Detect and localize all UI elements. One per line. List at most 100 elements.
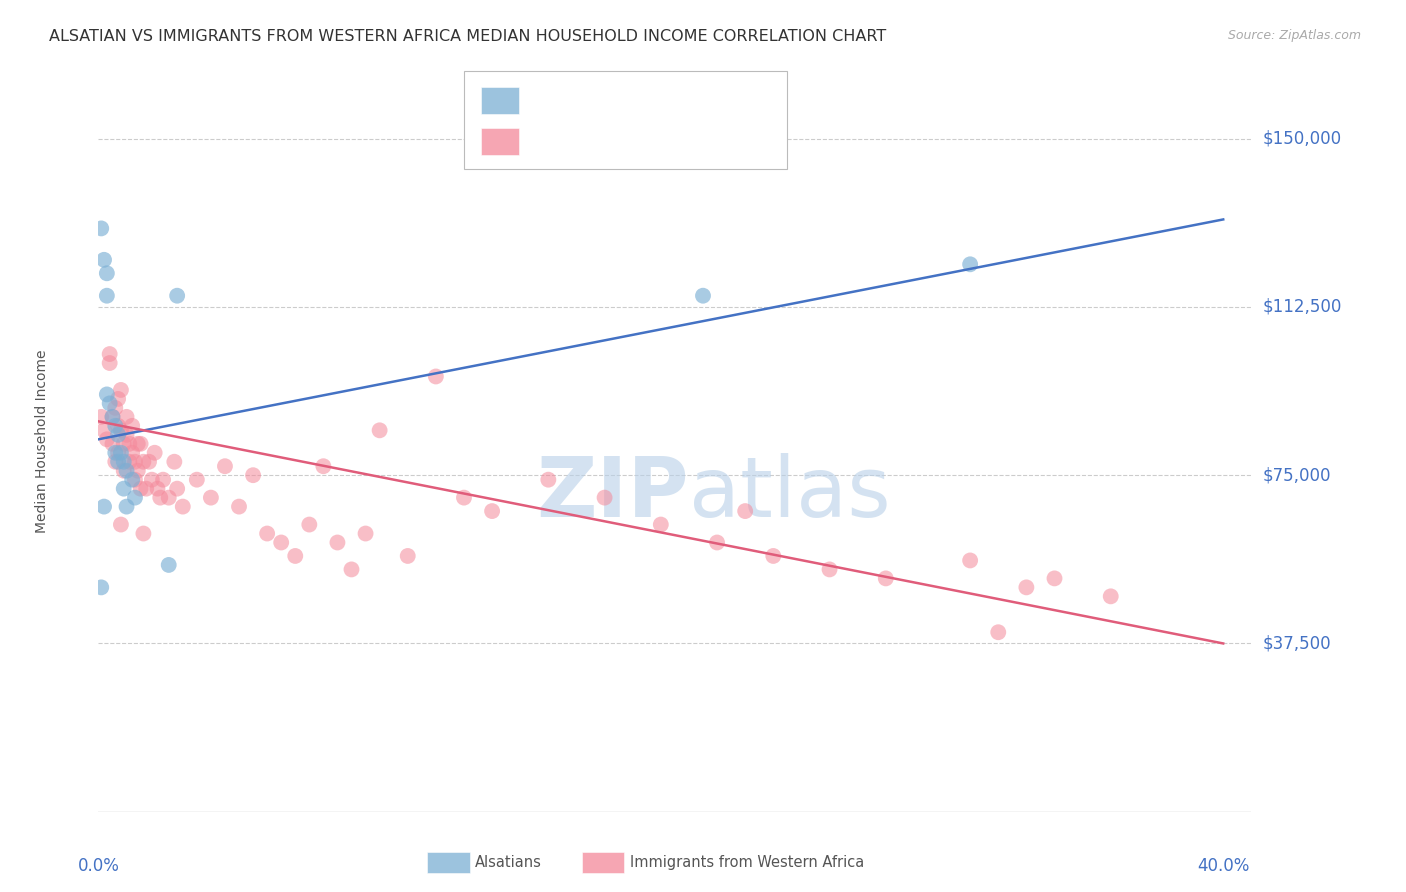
Point: [112, 482, 135, 496]
Point: [124, 473, 146, 487]
Point: [326, 535, 349, 549]
Point: [90, 580, 112, 594]
Text: 40.0%: 40.0%: [1197, 856, 1250, 874]
Point: [101, 437, 124, 451]
Text: Alsatians: Alsatians: [475, 855, 543, 870]
Point: [146, 482, 169, 496]
Point: [959, 257, 981, 271]
Text: 0.302: 0.302: [565, 89, 613, 104]
Text: -0.426: -0.426: [565, 129, 620, 145]
Point: [593, 491, 616, 505]
Point: [98, 356, 121, 370]
Point: [127, 464, 149, 478]
Point: [101, 409, 124, 424]
Point: [186, 473, 208, 487]
Point: [121, 473, 143, 487]
Point: [127, 437, 149, 451]
Point: [166, 289, 188, 303]
Text: Source: ZipAtlas.com: Source: ZipAtlas.com: [1227, 29, 1361, 42]
Point: [129, 482, 152, 496]
Point: [104, 401, 127, 415]
Point: [284, 549, 307, 563]
Point: [875, 571, 897, 585]
Point: [93, 423, 115, 437]
Point: [152, 473, 174, 487]
Point: [312, 459, 335, 474]
Point: [121, 418, 143, 433]
Point: [104, 418, 127, 433]
Text: $37,500: $37,500: [1263, 634, 1331, 652]
Point: [96, 387, 118, 401]
Point: [115, 427, 138, 442]
Point: [110, 517, 132, 532]
Point: [93, 500, 115, 514]
Point: [166, 482, 188, 496]
Point: [959, 553, 981, 567]
Text: ZIP: ZIP: [537, 453, 689, 534]
Point: [104, 455, 127, 469]
Point: [762, 549, 785, 563]
Point: [256, 526, 278, 541]
Point: [118, 455, 141, 469]
Point: [1015, 580, 1038, 594]
Point: [96, 266, 118, 280]
Point: [149, 491, 172, 505]
Point: [107, 392, 129, 406]
Point: [104, 446, 127, 460]
Text: N = 24: N = 24: [621, 89, 685, 104]
Point: [129, 437, 152, 451]
Text: R =: R =: [527, 129, 561, 145]
Point: [270, 535, 292, 549]
Point: [163, 455, 186, 469]
Point: [537, 473, 560, 487]
Point: [340, 562, 363, 576]
Point: [90, 221, 112, 235]
Point: [692, 289, 714, 303]
Point: [228, 500, 250, 514]
Point: [453, 491, 475, 505]
Point: [425, 369, 447, 384]
Point: [118, 437, 141, 451]
Point: [138, 455, 160, 469]
Text: R =: R =: [527, 89, 561, 104]
Point: [396, 549, 419, 563]
Point: [135, 482, 157, 496]
Point: [124, 491, 146, 505]
Point: [987, 625, 1010, 640]
Point: [121, 446, 143, 460]
Text: 0.0%: 0.0%: [77, 856, 120, 874]
Text: atlas: atlas: [689, 453, 890, 534]
Point: [110, 423, 132, 437]
Point: [112, 437, 135, 451]
Point: [96, 289, 118, 303]
Point: [124, 455, 146, 469]
Text: ALSATIAN VS IMMIGRANTS FROM WESTERN AFRICA MEDIAN HOUSEHOLD INCOME CORRELATION C: ALSATIAN VS IMMIGRANTS FROM WESTERN AFRI…: [49, 29, 886, 44]
Point: [157, 491, 180, 505]
Text: N = 73: N = 73: [630, 129, 693, 145]
Point: [354, 526, 377, 541]
Point: [481, 504, 503, 518]
Point: [101, 409, 124, 424]
Point: [650, 517, 672, 532]
Point: [98, 347, 121, 361]
Point: [93, 252, 115, 267]
Point: [115, 500, 138, 514]
Point: [110, 446, 132, 460]
Point: [242, 468, 264, 483]
Point: [1043, 571, 1066, 585]
Point: [368, 423, 391, 437]
Point: [172, 500, 194, 514]
Point: [200, 491, 222, 505]
Point: [706, 535, 728, 549]
Point: [157, 558, 180, 572]
Point: [110, 383, 132, 397]
Point: [98, 396, 121, 410]
Point: [112, 464, 135, 478]
Point: [96, 432, 118, 446]
Point: [112, 455, 135, 469]
Point: [132, 526, 155, 541]
Text: Immigrants from Western Africa: Immigrants from Western Africa: [630, 855, 865, 870]
Point: [214, 459, 236, 474]
Point: [734, 504, 756, 518]
Point: [115, 464, 138, 478]
